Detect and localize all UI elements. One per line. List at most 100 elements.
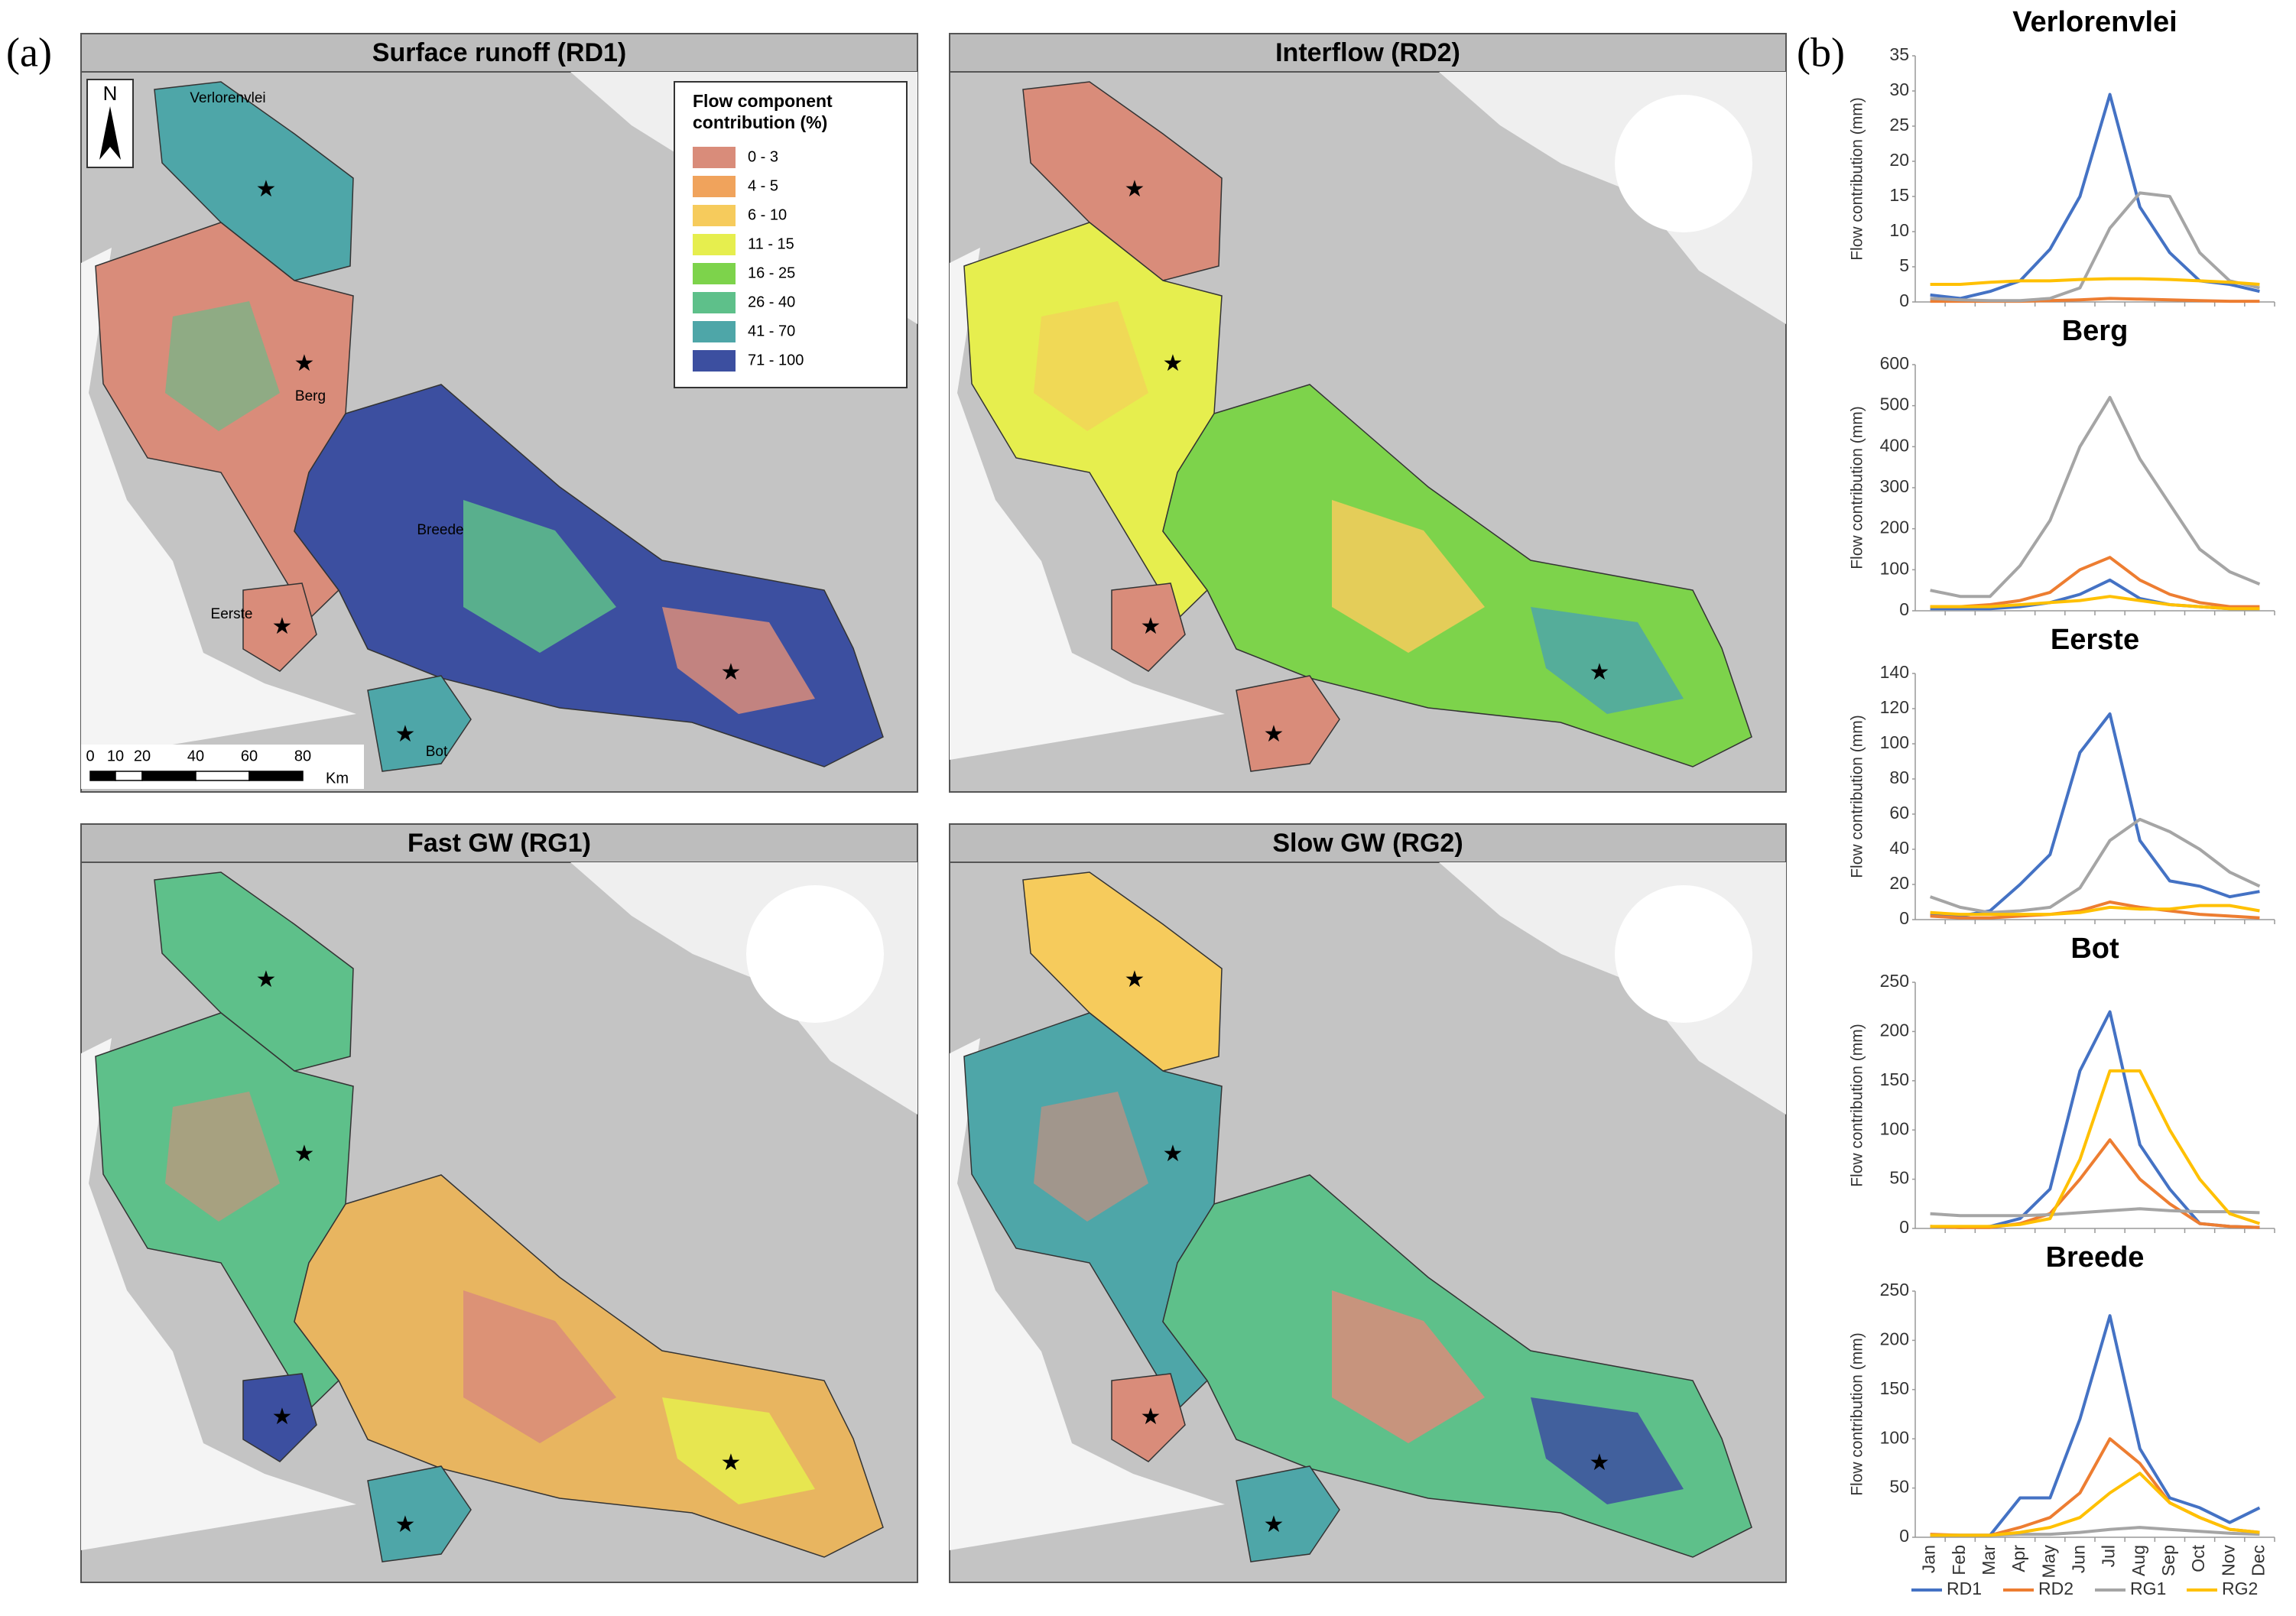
catchment-patch: [662, 607, 815, 714]
y-tick-label: 100: [1880, 1427, 1909, 1447]
series-line: [1930, 1069, 2261, 1228]
station-star: ★: [294, 351, 315, 376]
map-legend-label: 41 - 70: [748, 323, 795, 339]
y-tick-label: 50: [1889, 1477, 1909, 1497]
station-star: ★: [272, 614, 293, 639]
map-legend-label: 6 - 10: [748, 206, 787, 223]
map-legend-label: 16 - 25: [748, 264, 795, 281]
chart-title: Breede: [2046, 1241, 2145, 1274]
series-line: [1930, 1207, 2260, 1218]
map-body: ★ ★ ★ ★ ★: [950, 72, 1786, 772]
scale-segment: [195, 771, 250, 781]
map-body: ★ ★ ★ ★ ★: [81, 862, 917, 1562]
station-star: ★: [1141, 614, 1161, 639]
place-label: Eerste: [211, 606, 253, 622]
map-legend-label: 11 - 15: [748, 235, 794, 252]
scale-label: Km: [326, 770, 349, 787]
x-tick-label: Jun: [2068, 1545, 2088, 1573]
panel-label: (b): [1797, 29, 1845, 75]
catchment: [1236, 1465, 1340, 1562]
y-tick-label: 15: [1889, 185, 1909, 205]
y-tick-label: 40: [1889, 838, 1909, 858]
map-legend-swatch: [693, 205, 736, 226]
catchment: [367, 675, 472, 772]
station-star: ★: [1590, 660, 1610, 685]
station-star: ★: [294, 1141, 315, 1167]
station-star: ★: [1264, 722, 1284, 747]
chart-title: Eerste: [2051, 624, 2139, 656]
y-axis-label: Flow contribution (mm): [1849, 1332, 1866, 1496]
y-tick-label: 20: [1889, 873, 1909, 893]
map-body: ★ ★ ★ ★ ★: [950, 862, 1786, 1562]
y-tick-label: 5: [1899, 255, 1909, 275]
y-tick-label: 200: [1880, 1329, 1909, 1348]
scale-label: 20: [134, 748, 151, 764]
sea: [1615, 885, 1752, 1023]
station-star: ★: [1264, 1512, 1284, 1537]
x-tick-label: Jul: [2099, 1545, 2119, 1567]
y-axis-label: Flow contribution (mm): [1849, 1024, 1866, 1187]
y-tick-label: 0: [1899, 599, 1909, 619]
series-line: [1930, 712, 2260, 918]
panel-header: [80, 33, 918, 73]
y-tick-label: 50: [1889, 1168, 1909, 1188]
catchment-patch: [165, 1092, 280, 1222]
map-legend-swatch: [693, 350, 736, 372]
y-axis-label: Flow contribution (mm): [1849, 406, 1866, 569]
series-line: [1930, 92, 2260, 300]
catchment-patch: [1332, 1290, 1485, 1443]
map-legend-title: contribution (%): [693, 112, 827, 132]
series-line: [1930, 277, 2260, 286]
station-star: ★: [256, 967, 277, 992]
y-tick-label: 25: [1889, 115, 1909, 135]
y-tick-label: 0: [1899, 1217, 1909, 1237]
place-label: Berg: [295, 388, 326, 404]
panel-header: [80, 823, 918, 863]
catchment: [242, 582, 317, 672]
north-label: N: [103, 82, 118, 105]
station-star: ★: [1590, 1450, 1610, 1475]
y-tick-label: 150: [1880, 1378, 1909, 1398]
catchment: [1022, 871, 1223, 1072]
map-legend-swatch: [693, 263, 736, 284]
scale-segment: [115, 771, 143, 781]
panel-label: (a): [6, 29, 52, 75]
x-tick-label: Apr: [2009, 1545, 2028, 1572]
panel-header: [949, 33, 1787, 73]
map-legend-title: Flow component: [693, 91, 833, 111]
panel-header: [949, 823, 1787, 863]
sea: [950, 1038, 1225, 1550]
y-tick-label: 30: [1889, 80, 1909, 99]
y-tick-label: 250: [1880, 1280, 1909, 1300]
y-tick-label: 100: [1880, 558, 1909, 578]
y-tick-label: 60: [1889, 803, 1909, 823]
legend-label: RD2: [2038, 1579, 2074, 1598]
panel-title: Fast GW (RG1): [408, 829, 591, 858]
series-line: [1929, 817, 2261, 914]
panel-title: Surface runoff (RD1): [372, 38, 626, 67]
scale-label: 0: [86, 748, 94, 764]
map-panel: Slow GW (RG2) ★ ★ ★ ★ ★: [949, 823, 1787, 1583]
station-star: ★: [272, 1404, 293, 1429]
legend-label: RG2: [2222, 1579, 2258, 1598]
catchment-patch: [1332, 500, 1485, 653]
y-tick-label: 100: [1880, 732, 1909, 752]
catchment: [242, 1373, 317, 1462]
catchment-patch: [1531, 1397, 1684, 1504]
y-tick-label: 0: [1899, 908, 1909, 928]
sea: [81, 248, 356, 760]
catchment-patch: [1034, 1092, 1148, 1222]
catchment-patch: [662, 1397, 815, 1504]
series-line: [1930, 395, 2261, 599]
catchment-patch: [463, 500, 616, 653]
scale-segment: [248, 771, 304, 781]
series-line: [1930, 1472, 2260, 1537]
chart-title: Verlorenvlei: [2012, 6, 2177, 38]
station-star: ★: [1125, 967, 1145, 992]
y-tick-label: 0: [1899, 1526, 1909, 1546]
station-star: ★: [1125, 177, 1145, 202]
sea: [950, 248, 1225, 760]
station-star: ★: [1163, 1141, 1184, 1167]
station-star: ★: [395, 722, 416, 747]
